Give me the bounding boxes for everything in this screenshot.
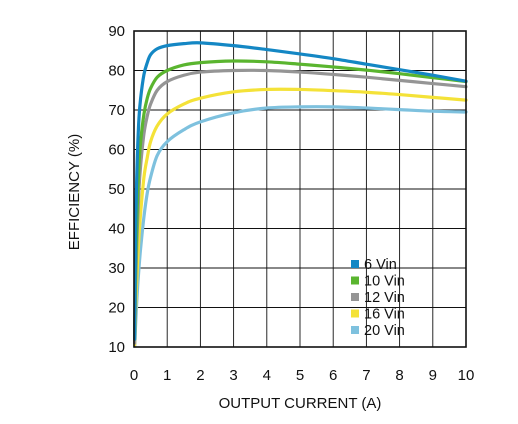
x-tick-label: 7 — [362, 367, 370, 384]
y-tick-label: 80 — [108, 63, 125, 80]
y-tick-label: 90 — [108, 23, 125, 40]
legend-label: 6 Vin — [364, 257, 397, 273]
y-tick-labels: 10 20 30 40 50 60 70 80 90 — [108, 23, 125, 356]
plot-frame — [133, 30, 467, 348]
x-axis-label: OUTPUT CURRENT (A) — [219, 395, 382, 412]
x-tick-label: 9 — [429, 367, 437, 384]
y-tick-label: 70 — [108, 102, 125, 119]
x-tick-labels: 0 1 2 3 4 5 6 7 8 9 10 — [130, 367, 475, 384]
x-tick-label: 6 — [329, 367, 337, 384]
grid-lines — [134, 31, 466, 347]
x-tick-label: 8 — [395, 367, 403, 384]
y-tick-label: 40 — [108, 221, 125, 238]
legend-label: 10 Vin — [364, 274, 405, 290]
series-line-6-vin — [133, 41, 468, 341]
y-tick-label: 60 — [108, 142, 125, 159]
legend-swatch — [351, 276, 359, 285]
y-axis-label: EFFICIENCY (%) — [66, 134, 83, 250]
series-lines — [133, 41, 468, 348]
legend-label: 12 Vin — [364, 290, 405, 306]
legend-swatch — [351, 326, 359, 334]
x-tick-label: 2 — [196, 367, 204, 384]
legend-swatch — [351, 309, 359, 318]
y-tick-label: 30 — [108, 260, 125, 277]
x-tick-label: 0 — [130, 367, 138, 384]
x-tick-label: 4 — [263, 367, 271, 384]
legend-swatch — [351, 293, 359, 301]
y-tick-label: 20 — [108, 300, 125, 317]
legend-label: 20 Vin — [364, 323, 405, 339]
x-tick-label: 3 — [229, 367, 237, 384]
legend-label: 16 Vin — [364, 307, 405, 323]
series-line-16-vin — [133, 87, 468, 347]
x-tick-label: 5 — [296, 367, 304, 384]
y-tick-label: 10 — [108, 339, 125, 356]
y-tick-label: 50 — [108, 181, 125, 198]
x-tick-label: 10 — [458, 367, 475, 384]
series-line-10-vin — [133, 59, 468, 341]
x-tick-label: 1 — [163, 367, 171, 384]
legend-swatch — [351, 260, 359, 268]
series-line-20-vin — [133, 105, 468, 348]
